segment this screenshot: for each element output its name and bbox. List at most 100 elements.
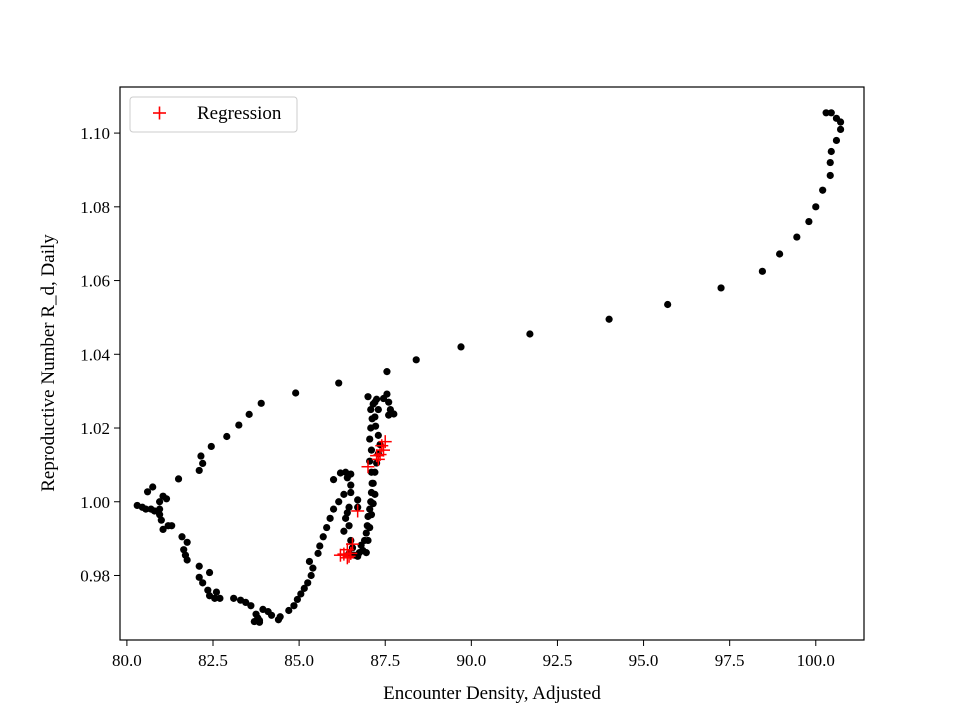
x-tick-label: 82.5 [198, 651, 228, 670]
data-point [204, 586, 212, 594]
y-tick-label: 1.08 [80, 198, 110, 217]
data-point [371, 468, 379, 476]
data-point [316, 542, 324, 550]
data-point [314, 549, 322, 557]
data-point [832, 136, 841, 145]
data-point [367, 511, 376, 519]
data-point [195, 466, 203, 475]
data-point [319, 533, 327, 541]
legend-plus-marker [153, 106, 166, 120]
x-tick-label: 87.5 [370, 651, 400, 670]
data-point [197, 452, 205, 460]
data-point [297, 590, 305, 598]
data-point [347, 470, 355, 478]
y-tick-label: 1.06 [80, 272, 110, 291]
data-point [329, 476, 338, 484]
data-point [150, 507, 159, 515]
data-point [274, 616, 283, 624]
data-point [836, 125, 845, 133]
data-point [793, 233, 801, 241]
data-point [822, 109, 830, 117]
data-point [342, 514, 350, 522]
data-point [285, 606, 293, 615]
data-point [168, 522, 176, 530]
data-point [156, 511, 164, 519]
y-tick-label: 1.02 [80, 419, 110, 438]
x-tick-label: 95.0 [629, 651, 659, 670]
regression-point [346, 537, 359, 551]
data-point [149, 483, 157, 491]
data-point [133, 501, 141, 510]
x-tick-label: 85.0 [284, 651, 314, 670]
data-point [717, 284, 725, 292]
x-axis-label: Encounter Density, Adjusted [383, 683, 601, 704]
regression-point [342, 549, 356, 563]
y-tick-label: 1.00 [80, 493, 110, 512]
data-point [329, 505, 338, 513]
data-point [369, 479, 377, 487]
data-point [369, 499, 377, 508]
data-point [335, 379, 343, 387]
data-point [335, 498, 343, 506]
data-point [366, 523, 374, 532]
data-point [223, 432, 231, 441]
legend-entry-regression: Regression [197, 103, 282, 124]
data-point [230, 594, 238, 602]
data-point [156, 498, 164, 506]
data-point [385, 398, 393, 406]
regression-points [333, 435, 392, 565]
data-point [242, 598, 250, 606]
data-point [199, 459, 207, 468]
data-point [343, 509, 351, 517]
data-point [605, 315, 613, 323]
data-point [183, 556, 191, 564]
data-point [526, 330, 534, 338]
data-point [371, 413, 379, 421]
regression-point [340, 551, 354, 565]
data-point [812, 203, 820, 211]
data-point [211, 594, 219, 602]
data-point [362, 549, 370, 557]
data-point [212, 588, 221, 596]
x-tick-label: 100.0 [797, 651, 835, 670]
data-point [267, 611, 276, 619]
data-point [143, 488, 152, 496]
data-point [235, 421, 243, 429]
data-point [180, 546, 188, 554]
data-point [457, 343, 465, 351]
data-point [826, 171, 834, 180]
data-point [305, 557, 314, 566]
data-point [367, 446, 376, 454]
legend-box [129, 96, 298, 133]
data-point [385, 411, 393, 419]
data-point [366, 505, 374, 513]
data-point [819, 186, 827, 194]
data-point [207, 442, 215, 451]
data-point [827, 147, 835, 156]
regression-point [370, 449, 384, 463]
data-point [323, 523, 331, 532]
data-point [758, 267, 766, 275]
data-point [290, 602, 298, 610]
data-point [157, 516, 165, 524]
y-axis-label: Reproductive Number R_d, Daily [38, 234, 59, 492]
data-point [374, 405, 382, 414]
data-point [162, 495, 171, 503]
data-point [362, 529, 370, 537]
data-point [247, 602, 255, 610]
legend: Regression [129, 96, 298, 133]
data-point [371, 398, 379, 406]
data-point [293, 595, 301, 604]
data-point [345, 503, 353, 511]
data-point [412, 356, 420, 364]
data-point [309, 564, 317, 572]
x-tick-label: 97.5 [715, 651, 745, 670]
data-point [827, 109, 835, 117]
data-point [257, 399, 265, 407]
data-point [347, 481, 355, 489]
data-point [364, 393, 372, 401]
data-point [776, 250, 784, 258]
data-point [364, 536, 372, 545]
